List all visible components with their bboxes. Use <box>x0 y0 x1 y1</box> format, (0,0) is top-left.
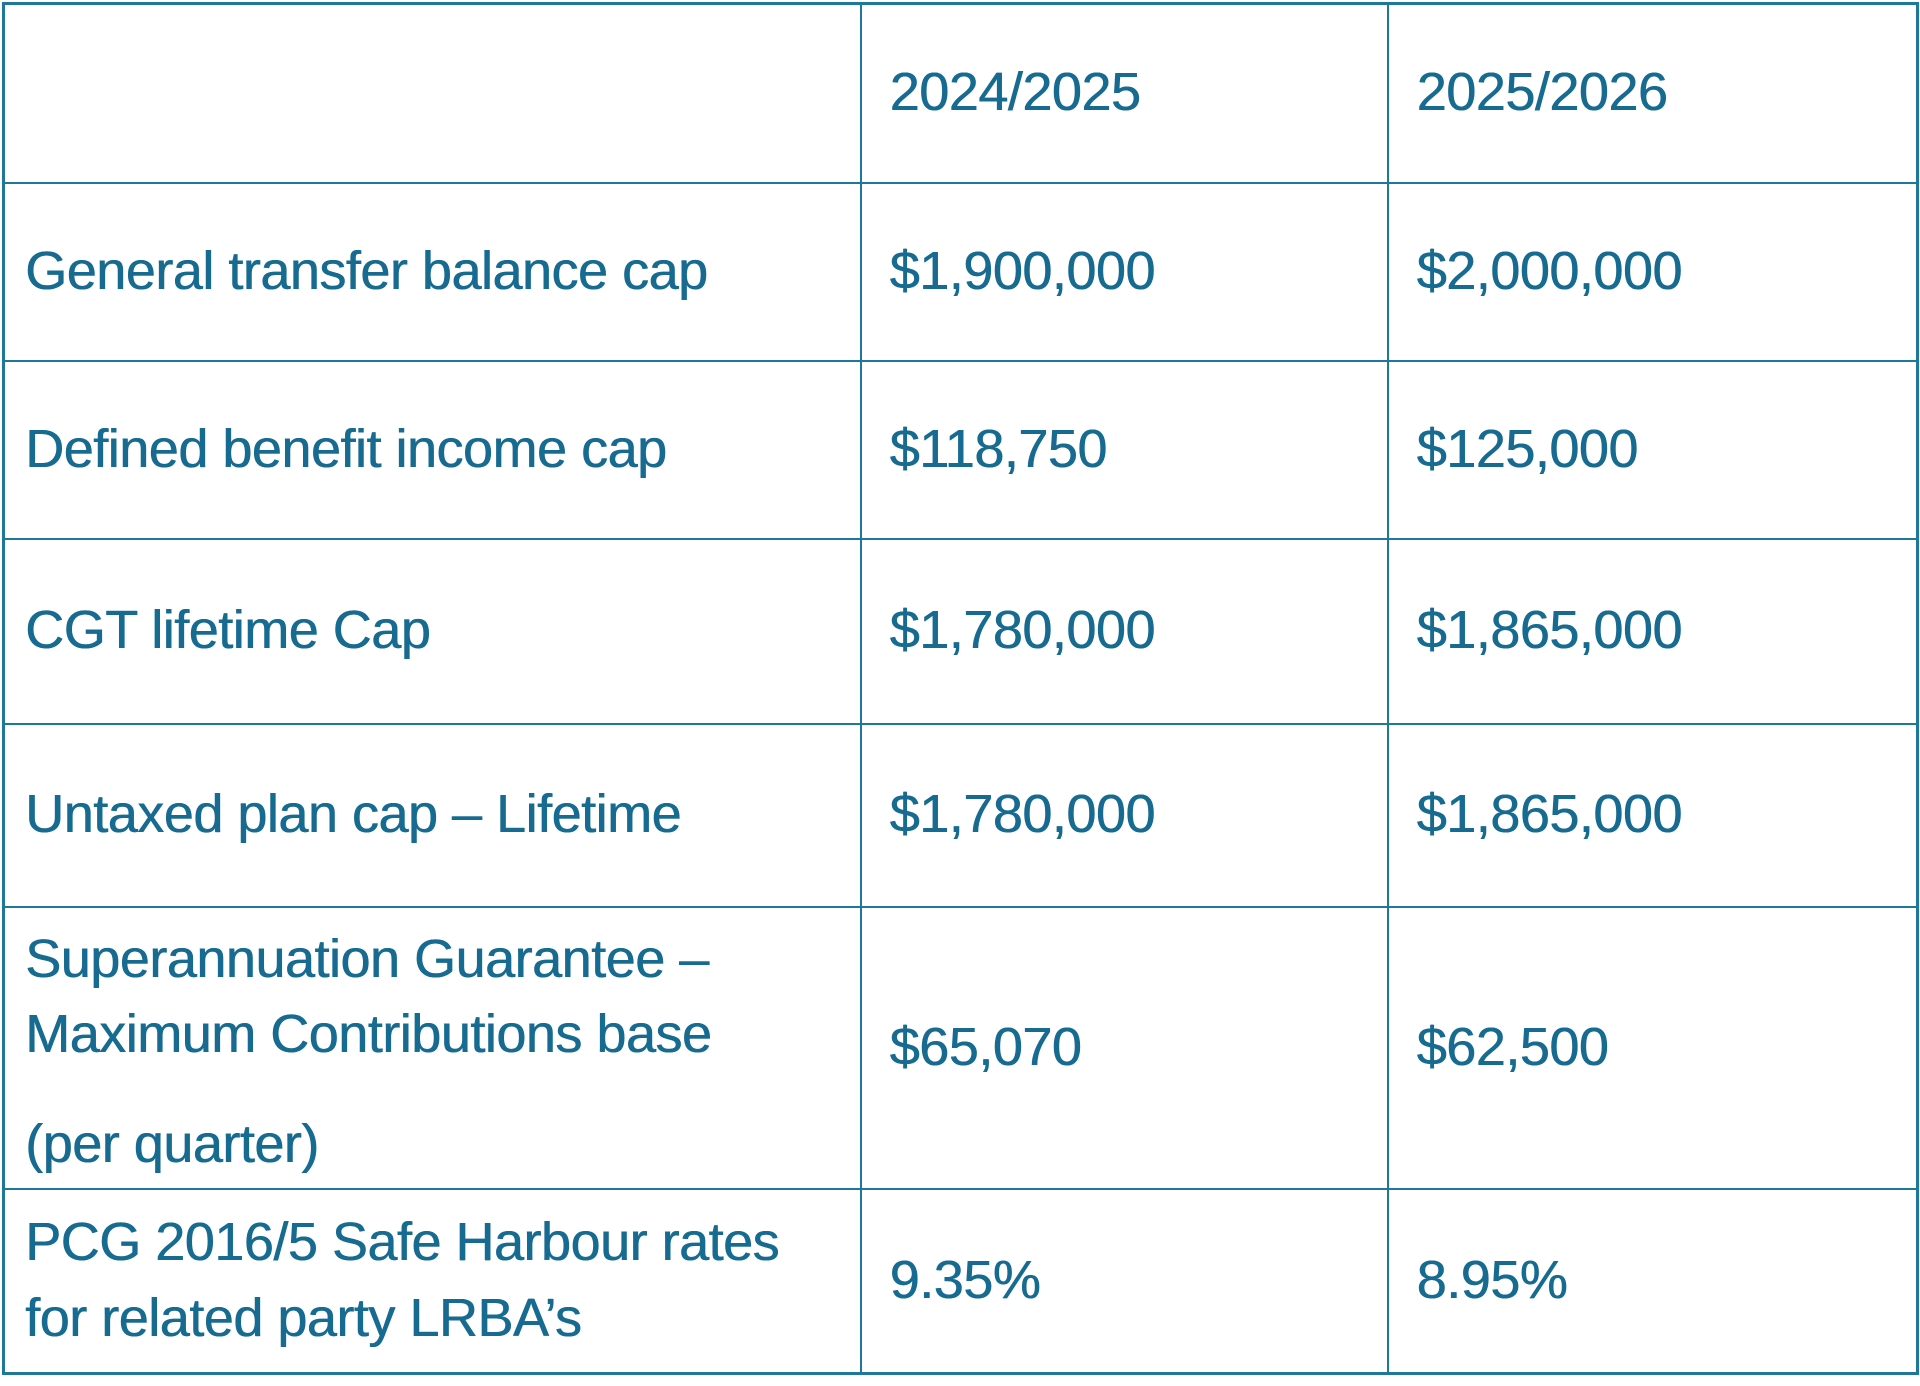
header-year-2024-2025: 2024/2025 <box>859 2 1389 184</box>
value-2024-2025: 9.35% <box>859 1187 1389 1375</box>
table-row: CGT lifetime Cap $1,780,000 $1,865,000 <box>2 537 1919 725</box>
table-row: Superannuation Guarantee – Maximum Contr… <box>2 905 1919 1190</box>
row-label: CGT lifetime Cap <box>2 537 862 725</box>
table-row: Untaxed plan cap – Lifetime $1,780,000 $… <box>2 722 1919 908</box>
value-2025-2026: $1,865,000 <box>1386 537 1919 725</box>
value-2024-2025: $65,070 <box>859 905 1389 1190</box>
table-header-row: 2024/2025 2025/2026 <box>2 2 1919 184</box>
row-label: Superannuation Guarantee – Maximum Contr… <box>2 905 862 1190</box>
table-row: General transfer balance cap $1,900,000 … <box>2 181 1919 362</box>
row-label: Defined benefit income cap <box>2 359 862 540</box>
value-2025-2026: $62,500 <box>1386 905 1919 1190</box>
row-label: General transfer balance cap <box>2 181 862 362</box>
value-2024-2025: $1,900,000 <box>859 181 1389 362</box>
header-empty-cell <box>2 2 862 184</box>
value-2024-2025: $118,750 <box>859 359 1389 540</box>
value-2024-2025: $1,780,000 <box>859 722 1389 908</box>
value-2025-2026: $1,865,000 <box>1386 722 1919 908</box>
value-2025-2026: 8.95% <box>1386 1187 1919 1375</box>
table-row: Defined benefit income cap $118,750 $125… <box>2 359 1919 540</box>
header-year-2025-2026: 2025/2026 <box>1386 2 1919 184</box>
row-label: PCG 2016/5 Safe Harbour rates for relate… <box>2 1187 862 1375</box>
value-2024-2025: $1,780,000 <box>859 537 1389 725</box>
row-label-main: Superannuation Guarantee – Maximum Contr… <box>25 928 712 1065</box>
row-label: Untaxed plan cap – Lifetime <box>2 722 862 908</box>
value-2025-2026: $2,000,000 <box>1386 181 1919 362</box>
table-row: PCG 2016/5 Safe Harbour rates for relate… <box>2 1187 1919 1375</box>
value-2025-2026: $125,000 <box>1386 359 1919 540</box>
row-label-note: (per quarter) <box>25 1113 319 1174</box>
